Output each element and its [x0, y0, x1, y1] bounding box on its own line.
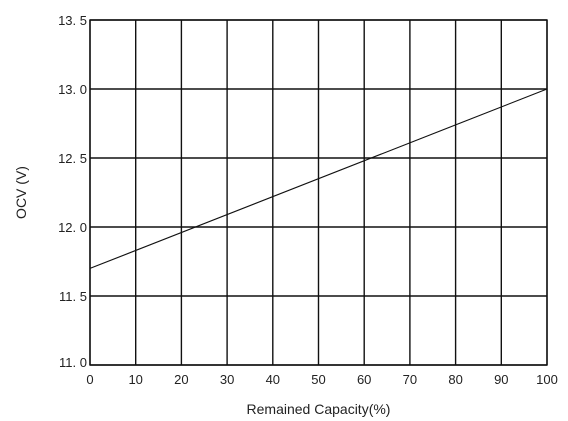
x-tick-label: 60: [357, 372, 371, 387]
x-tick-label: 50: [311, 372, 325, 387]
x-tick-labels: 0 10 20 30 40 50 60 70 80 90 100: [86, 372, 557, 387]
x-tick-label: 40: [266, 372, 280, 387]
x-tick-label: 80: [448, 372, 462, 387]
x-tick-label: 90: [494, 372, 508, 387]
y-tick-label: 11. 0: [59, 355, 87, 370]
y-tick-label: 13. 5: [58, 13, 87, 28]
x-axis-label: Remained Capacity(%): [247, 401, 391, 417]
y-tick-label: 12. 0: [58, 220, 87, 235]
series-line-0: [89, 88, 548, 269]
x-tick-label: 70: [403, 372, 417, 387]
series-layer: [89, 88, 548, 269]
x-tick-label: 10: [128, 372, 142, 387]
x-tick-label: 0: [86, 372, 93, 387]
x-tick-label: 20: [174, 372, 188, 387]
y-tick-label: 12. 5: [58, 151, 87, 166]
y-axis-label: OCV (V): [13, 166, 29, 219]
x-tick-label: 30: [220, 372, 234, 387]
y-tick-label: 13. 0: [58, 82, 87, 97]
y-tick-label: 11. 5: [59, 289, 87, 304]
grid: [89, 19, 548, 366]
plot-frame: [89, 19, 548, 366]
x-tick-label: 100: [536, 372, 558, 387]
y-tick-labels: 11. 0 11. 5 12. 0 12. 5 13. 0 13. 5: [58, 13, 87, 370]
